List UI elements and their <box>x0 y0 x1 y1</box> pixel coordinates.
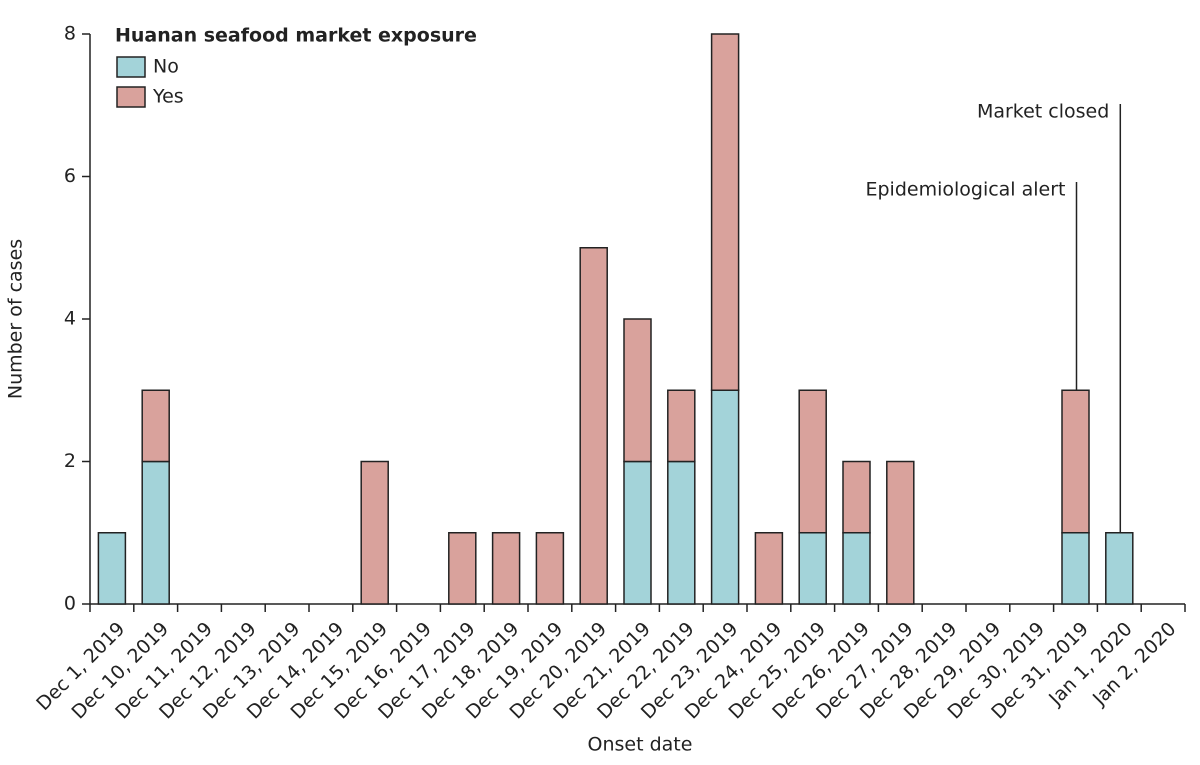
y-tick-label: 6 <box>64 165 76 187</box>
annotation-label: Epidemiological alert <box>865 179 1065 201</box>
y-tick-label: 8 <box>64 23 76 45</box>
bar-segment <box>141 460 170 605</box>
bar-segment <box>1061 389 1090 534</box>
bar-segment <box>842 460 871 534</box>
bar-segment <box>798 532 827 605</box>
legend-swatch <box>116 86 146 108</box>
legend-swatch <box>116 56 146 78</box>
bar-segment <box>798 389 827 534</box>
bar-segment <box>667 460 696 605</box>
bar-segment <box>886 460 915 605</box>
annotation-label: Market closed <box>977 101 1109 123</box>
bar-segment <box>754 532 784 605</box>
bar-segment <box>842 532 871 605</box>
y-tick-label: 4 <box>64 308 76 330</box>
bar-segment <box>535 532 565 605</box>
legend-title: Huanan seafood market exposure <box>115 25 477 47</box>
bar-segment <box>448 532 477 605</box>
legend-label: No <box>153 56 179 78</box>
y-axis-title: Number of cases <box>5 239 27 399</box>
bar-segment <box>667 389 696 463</box>
bar-segment <box>579 247 608 605</box>
bar-segment <box>1105 532 1134 605</box>
y-tick-label: 0 <box>64 593 76 615</box>
bar-segment <box>141 389 170 463</box>
y-tick-label: 2 <box>64 450 76 472</box>
bar-segment <box>97 532 127 605</box>
bar-segment <box>623 460 652 605</box>
bar-segment <box>360 460 389 605</box>
x-axis-title: Onset date <box>588 734 693 756</box>
bar-segment <box>1061 532 1090 605</box>
bar-segment <box>710 33 740 391</box>
bar-segment <box>710 389 740 605</box>
bar-segment <box>623 318 652 463</box>
bar-segment <box>491 532 521 605</box>
legend-label: Yes <box>152 86 184 108</box>
